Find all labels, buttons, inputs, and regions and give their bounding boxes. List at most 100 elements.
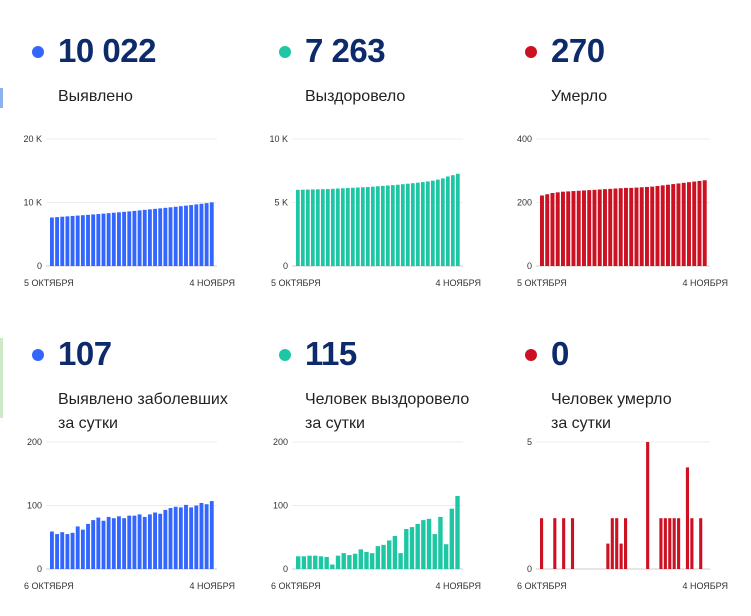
bar [561, 191, 565, 266]
bar [615, 518, 619, 569]
bar [106, 213, 111, 266]
stat-label: за сутки [551, 415, 611, 432]
bar [117, 516, 121, 569]
bar [671, 184, 676, 266]
bar [421, 520, 426, 569]
bar [80, 215, 85, 266]
x-start-label: 5 ОКТЯБРЯ [24, 278, 74, 288]
bar [184, 504, 188, 569]
y-tick-label: 10 K [269, 134, 288, 144]
bar [50, 531, 54, 569]
bar [361, 187, 365, 266]
bar [60, 532, 65, 569]
bar [313, 555, 318, 569]
y-tick-label: 20 K [23, 134, 42, 144]
bar [209, 202, 214, 266]
y-tick-label: 200 [273, 437, 288, 447]
bar [702, 180, 707, 266]
bar [75, 526, 80, 569]
bar [381, 544, 386, 569]
bar [147, 514, 152, 569]
stat-value: 0 [551, 335, 569, 372]
bar [60, 216, 65, 266]
y-tick-label: 0 [283, 261, 288, 271]
bar [426, 181, 430, 266]
bar [555, 192, 560, 266]
bar [663, 518, 667, 569]
bar [101, 520, 106, 569]
bar [307, 555, 312, 569]
bar [629, 187, 634, 266]
bar [194, 505, 199, 569]
bar [366, 187, 370, 266]
stat-label: Умерло [551, 88, 608, 105]
bar [415, 523, 420, 569]
x-end-label: 4 НОЯБРЯ [189, 581, 235, 591]
x-start-label: 6 ОКТЯБРЯ [271, 581, 321, 591]
bar [396, 184, 400, 266]
bar [335, 555, 341, 569]
y-tick-label: 0 [527, 564, 532, 574]
bar [449, 508, 455, 569]
bar [316, 189, 320, 266]
bar [624, 518, 628, 569]
y-tick-label: 0 [37, 261, 42, 271]
bar [106, 516, 111, 569]
bar [416, 182, 420, 266]
bar [158, 208, 163, 266]
bar [80, 529, 85, 569]
bar [401, 184, 405, 266]
legend-dot [279, 46, 291, 58]
bar [356, 187, 360, 266]
bar [699, 518, 703, 569]
bar [50, 217, 54, 266]
bar [311, 189, 315, 266]
bar [562, 518, 566, 569]
bar [606, 543, 610, 569]
bar [142, 209, 147, 266]
x-start-label: 5 ОКТЯБРЯ [271, 278, 321, 288]
bar [111, 518, 116, 569]
bar [296, 556, 301, 569]
bar [204, 203, 209, 266]
bar [540, 518, 544, 569]
bar [347, 555, 352, 569]
bar [624, 187, 628, 266]
bar [666, 184, 670, 266]
y-tick-label: 400 [517, 134, 532, 144]
bar [341, 188, 345, 266]
bar [610, 518, 614, 569]
bar [204, 504, 209, 569]
bar [668, 518, 672, 569]
bar [646, 442, 650, 569]
bar [438, 516, 443, 569]
bar [326, 189, 330, 266]
bar [639, 187, 644, 266]
bar [111, 212, 116, 266]
bar [545, 194, 550, 266]
bar [55, 217, 60, 266]
bar [91, 520, 96, 569]
stat-label: Выздоровело [305, 88, 406, 105]
bar [132, 210, 137, 266]
bar [132, 515, 137, 569]
bar [137, 514, 142, 569]
bar [296, 189, 300, 266]
legend-dot [32, 349, 44, 361]
bar [96, 214, 101, 266]
bar [358, 549, 363, 569]
bar [70, 215, 75, 266]
left-edge-fragment [0, 338, 3, 418]
y-tick-label: 0 [283, 564, 288, 574]
stat-value: 10 022 [58, 32, 156, 69]
bar [677, 518, 681, 569]
bar [55, 534, 60, 569]
bar [122, 518, 127, 569]
bar [618, 188, 623, 266]
bar [96, 517, 101, 569]
y-tick-label: 5 K [274, 198, 288, 208]
bar [687, 182, 691, 266]
bar [364, 551, 369, 569]
bar [168, 207, 173, 266]
bar [655, 185, 660, 266]
